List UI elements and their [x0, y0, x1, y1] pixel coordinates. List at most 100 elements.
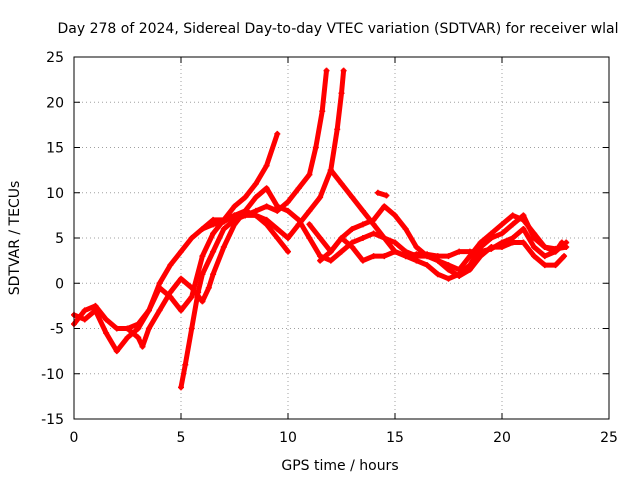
data-point — [274, 130, 281, 137]
data-point — [156, 280, 163, 287]
y-tick-label: 0 — [55, 276, 64, 292]
data-point — [205, 284, 212, 291]
y-tick-label: 15 — [46, 141, 64, 157]
data-point — [178, 275, 184, 282]
data-point — [210, 271, 217, 278]
data-point — [220, 244, 227, 251]
data-point — [499, 221, 505, 228]
data-point — [274, 203, 281, 210]
data-point — [306, 221, 313, 228]
data-point — [210, 221, 217, 228]
data-point — [188, 284, 195, 291]
data-point — [541, 262, 548, 269]
data-point — [167, 289, 174, 296]
data-point — [167, 262, 174, 269]
x-tick-label: 0 — [70, 430, 79, 446]
data-point — [520, 212, 527, 219]
data-point — [499, 230, 505, 237]
data-point — [334, 126, 341, 133]
data-point — [531, 253, 538, 260]
data-point — [263, 221, 270, 228]
data-point — [124, 334, 131, 341]
chart-title: Day 278 of 2024, Sidereal Day-to-day VTE… — [57, 21, 618, 37]
data-point — [263, 185, 270, 192]
data-series — [71, 67, 570, 391]
data-point — [317, 194, 324, 201]
x-axis-label: GPS time / hours — [281, 458, 398, 474]
data-point — [392, 248, 398, 255]
data-point — [466, 248, 473, 255]
data-point — [327, 257, 334, 264]
data-point — [220, 225, 227, 232]
y-tick-label: -5 — [50, 322, 64, 338]
data-point — [349, 225, 356, 232]
data-point — [488, 245, 495, 252]
data-point — [285, 198, 291, 205]
data-point — [338, 90, 345, 97]
y-tick-label: -10 — [41, 367, 64, 383]
data-point — [312, 144, 319, 151]
data-point — [319, 108, 326, 115]
data-point — [327, 248, 334, 255]
data-point — [383, 192, 390, 199]
data-point — [402, 225, 409, 232]
series-track-7 — [317, 212, 569, 282]
data-point — [199, 271, 206, 278]
data-point — [178, 384, 184, 391]
data-point — [252, 194, 259, 201]
data-point — [210, 248, 217, 255]
data-point — [156, 307, 163, 314]
data-point — [199, 298, 206, 305]
data-point — [381, 203, 388, 210]
data-point — [188, 235, 195, 241]
data-point — [263, 162, 270, 169]
x-tick-label: 10 — [279, 430, 297, 446]
data-point — [285, 235, 291, 241]
data-point — [135, 334, 142, 341]
data-point — [413, 257, 420, 264]
data-point — [349, 194, 356, 201]
data-point — [359, 235, 366, 241]
data-point — [413, 244, 420, 251]
data-point — [103, 316, 110, 323]
data-point — [531, 244, 538, 251]
data-point — [81, 307, 88, 314]
data-point — [359, 221, 366, 228]
data-point — [274, 225, 281, 232]
data-point — [558, 239, 565, 246]
data-point — [338, 180, 345, 187]
data-point — [488, 235, 495, 241]
data-point — [561, 253, 568, 260]
data-point — [509, 235, 516, 241]
data-point — [370, 221, 377, 228]
y-tick-label: 5 — [55, 231, 64, 247]
data-point — [306, 235, 313, 241]
data-point — [456, 248, 463, 255]
data-point — [424, 251, 431, 258]
data-point — [182, 361, 189, 368]
data-point — [252, 180, 259, 187]
data-point — [306, 171, 313, 178]
data-point — [445, 275, 452, 282]
data-point — [317, 257, 324, 264]
data-point — [541, 244, 548, 251]
data-point — [370, 230, 377, 237]
data-point — [338, 235, 345, 241]
data-point — [199, 225, 206, 232]
data-point — [92, 302, 99, 309]
data-point — [274, 235, 281, 241]
y-tick-label: 25 — [46, 50, 64, 66]
data-point — [359, 257, 366, 264]
data-point — [113, 325, 120, 332]
data-point — [285, 248, 291, 255]
data-point — [456, 271, 463, 278]
data-point — [381, 253, 388, 260]
y-tick-label: 20 — [46, 95, 64, 111]
x-tick-label: 15 — [386, 430, 404, 446]
data-point — [349, 244, 356, 251]
data-point — [231, 212, 238, 219]
data-point — [210, 230, 217, 237]
data-point — [552, 262, 559, 269]
data-point — [295, 216, 302, 223]
